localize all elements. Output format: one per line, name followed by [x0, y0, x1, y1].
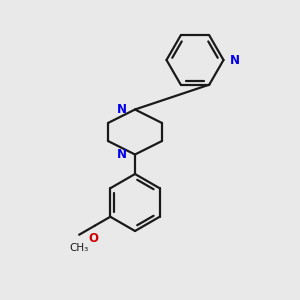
- Text: O: O: [88, 232, 98, 245]
- Text: CH₃: CH₃: [70, 243, 89, 253]
- Text: N: N: [117, 103, 127, 116]
- Text: N: N: [230, 53, 240, 67]
- Text: N: N: [117, 148, 127, 161]
